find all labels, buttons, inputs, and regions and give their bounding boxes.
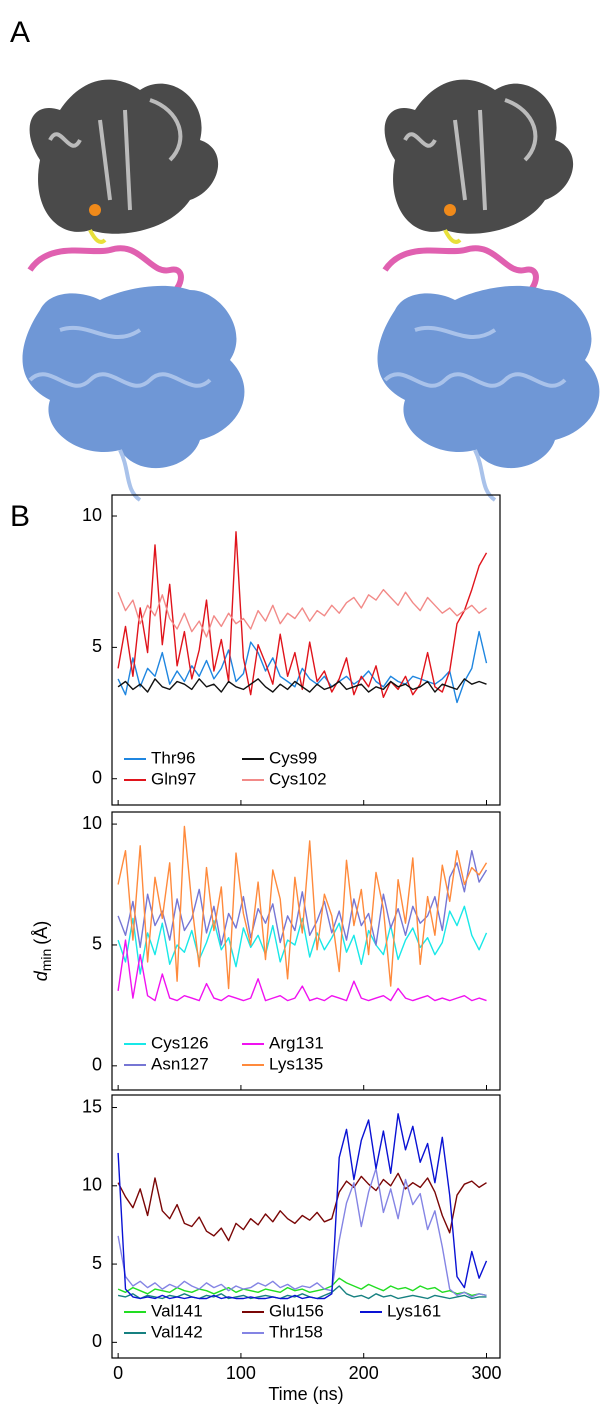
y-tick-label: 5 [92,934,102,954]
legend-label: Arg131 [269,1033,324,1052]
data-line [117,588,487,638]
y-label-subscript: min [38,949,54,972]
y-tick-label: 10 [82,1175,102,1195]
y-tick-label: 5 [92,636,102,656]
data-line [117,905,488,975]
legend-label: Glu156 [269,1301,324,1320]
x-axis-label: Time (ns) [268,1384,343,1404]
legend-label: Asn127 [151,1054,209,1073]
plot-frame [111,811,501,1091]
legend-label: Lys135 [269,1054,323,1073]
x-tick-label: 0 [113,1363,123,1383]
plot-frame [111,494,501,806]
data-line [117,939,487,1002]
y-tick-label: 10 [82,505,102,525]
plots: 0 5 10 Thr96 Gln97 Cys99 Cys102 0 5 10 dmin (Å) Cys1… [31,494,502,1404]
y-label-symbol: d [31,970,51,981]
legend-label: Cys99 [269,748,317,767]
data-line [117,678,487,693]
data-line [117,825,488,990]
x-tick-label: 100 [226,1363,256,1383]
panel-label: A [10,16,30,49]
y-tick-label: 0 [92,767,102,787]
data-line [117,1167,487,1298]
data-line [117,1285,487,1300]
data-line [117,1113,488,1300]
y-label-unit: (Å) [31,921,51,945]
legend-label: Cys126 [151,1033,209,1052]
panel-label: B [10,500,30,533]
legend-label: Thr96 [151,748,195,767]
x-tick-label: 300 [471,1363,501,1383]
data-line [117,1277,487,1297]
legend-label: Lys161 [387,1301,441,1320]
data-line [117,630,488,704]
y-tick-label: 15 [82,1096,102,1116]
protein-structure [23,80,245,500]
legend-label: Thr158 [269,1322,323,1341]
legend-label: Cys102 [269,769,327,788]
y-tick-label: 5 [92,1253,102,1273]
legend-label: Val142 [151,1322,203,1341]
y-tick-label: 0 [92,1055,102,1075]
legend-label: Gln97 [151,769,196,788]
data-line [117,1172,487,1242]
y-tick-label: 0 [92,1331,102,1351]
data-line [117,531,488,698]
plot-frame [111,1094,501,1359]
y-axis-label: dmin (Å) [31,921,54,982]
x-tick-label: 200 [349,1363,379,1383]
legend-label: Val141 [151,1301,203,1320]
protein-structure [378,80,600,500]
y-tick-label: 10 [82,813,102,833]
